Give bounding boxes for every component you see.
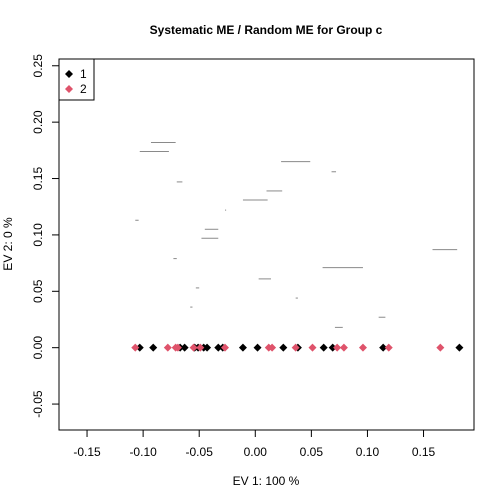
data-point-series-1 [328,343,337,352]
points-layer [131,343,464,352]
y-tick-label: -0.05 [31,390,45,418]
x-tick-label: -0.15 [73,445,101,459]
data-point-series-2 [308,343,317,352]
data-point-series-2 [333,343,342,352]
data-point-series-1 [180,343,189,352]
x-axis: -0.15 -0.10 -0.05 0.00 0.05 0.10 0.15 [73,429,436,459]
data-point-series-1 [319,343,328,352]
data-point-series-1 [203,343,212,352]
data-point-series-1 [455,343,464,352]
data-point-series-2 [196,343,205,352]
legend-label-2: 2 [80,82,87,96]
data-point-series-2 [436,343,445,352]
data-point-series-2 [339,343,348,352]
y-tick-label: 0.10 [31,223,45,247]
data-point-series-2 [189,343,198,352]
y-tick-label: 0.05 [31,279,45,303]
legend-label-1: 1 [80,67,87,81]
data-point-series-2 [268,343,277,352]
data-point-series-1 [135,343,144,352]
y-tick-label: 0.00 [31,336,45,360]
x-axis-label: EV 1: 100 % [233,474,300,488]
data-point-series-1 [149,343,158,352]
y-axis-label: EV 2: 0 % [1,217,15,271]
x-tick-label: -0.05 [186,445,214,459]
data-point-series-1 [279,343,288,352]
data-point-series-2 [358,343,367,352]
y-tick-label: 0.15 [31,167,45,191]
x-tick-label: 0.15 [412,445,436,459]
x-tick-label: 0.10 [356,445,380,459]
data-point-series-1 [214,343,223,352]
legend-marker-1 [65,70,73,78]
chart-title: Systematic ME / Random ME for Group c [150,23,383,37]
data-point-series-2 [221,343,229,352]
data-point-series-2 [163,343,172,352]
data-point-series-2 [384,343,393,352]
plot-frame [58,58,475,431]
legend-marker-2 [65,85,73,93]
data-point-series-1 [238,343,247,352]
segments-layer [135,141,458,328]
legend-box [58,58,95,101]
x-tick-label: 0.05 [300,445,324,459]
data-point-series-2 [291,343,300,352]
data-point-series-1 [253,343,262,352]
y-tick-label: 0.25 [31,54,45,78]
x-tick-label: -0.10 [129,445,157,459]
x-tick-label: 0.00 [244,445,268,459]
data-point-series-2 [131,343,140,352]
legend: 12 [58,58,95,101]
y-tick-label: 0.20 [31,110,45,134]
data-point-series-1 [379,343,388,352]
y-axis: -0.05 0.00 0.05 0.10 0.15 0.20 0.25 [31,54,60,418]
data-point-series-2 [173,343,182,352]
